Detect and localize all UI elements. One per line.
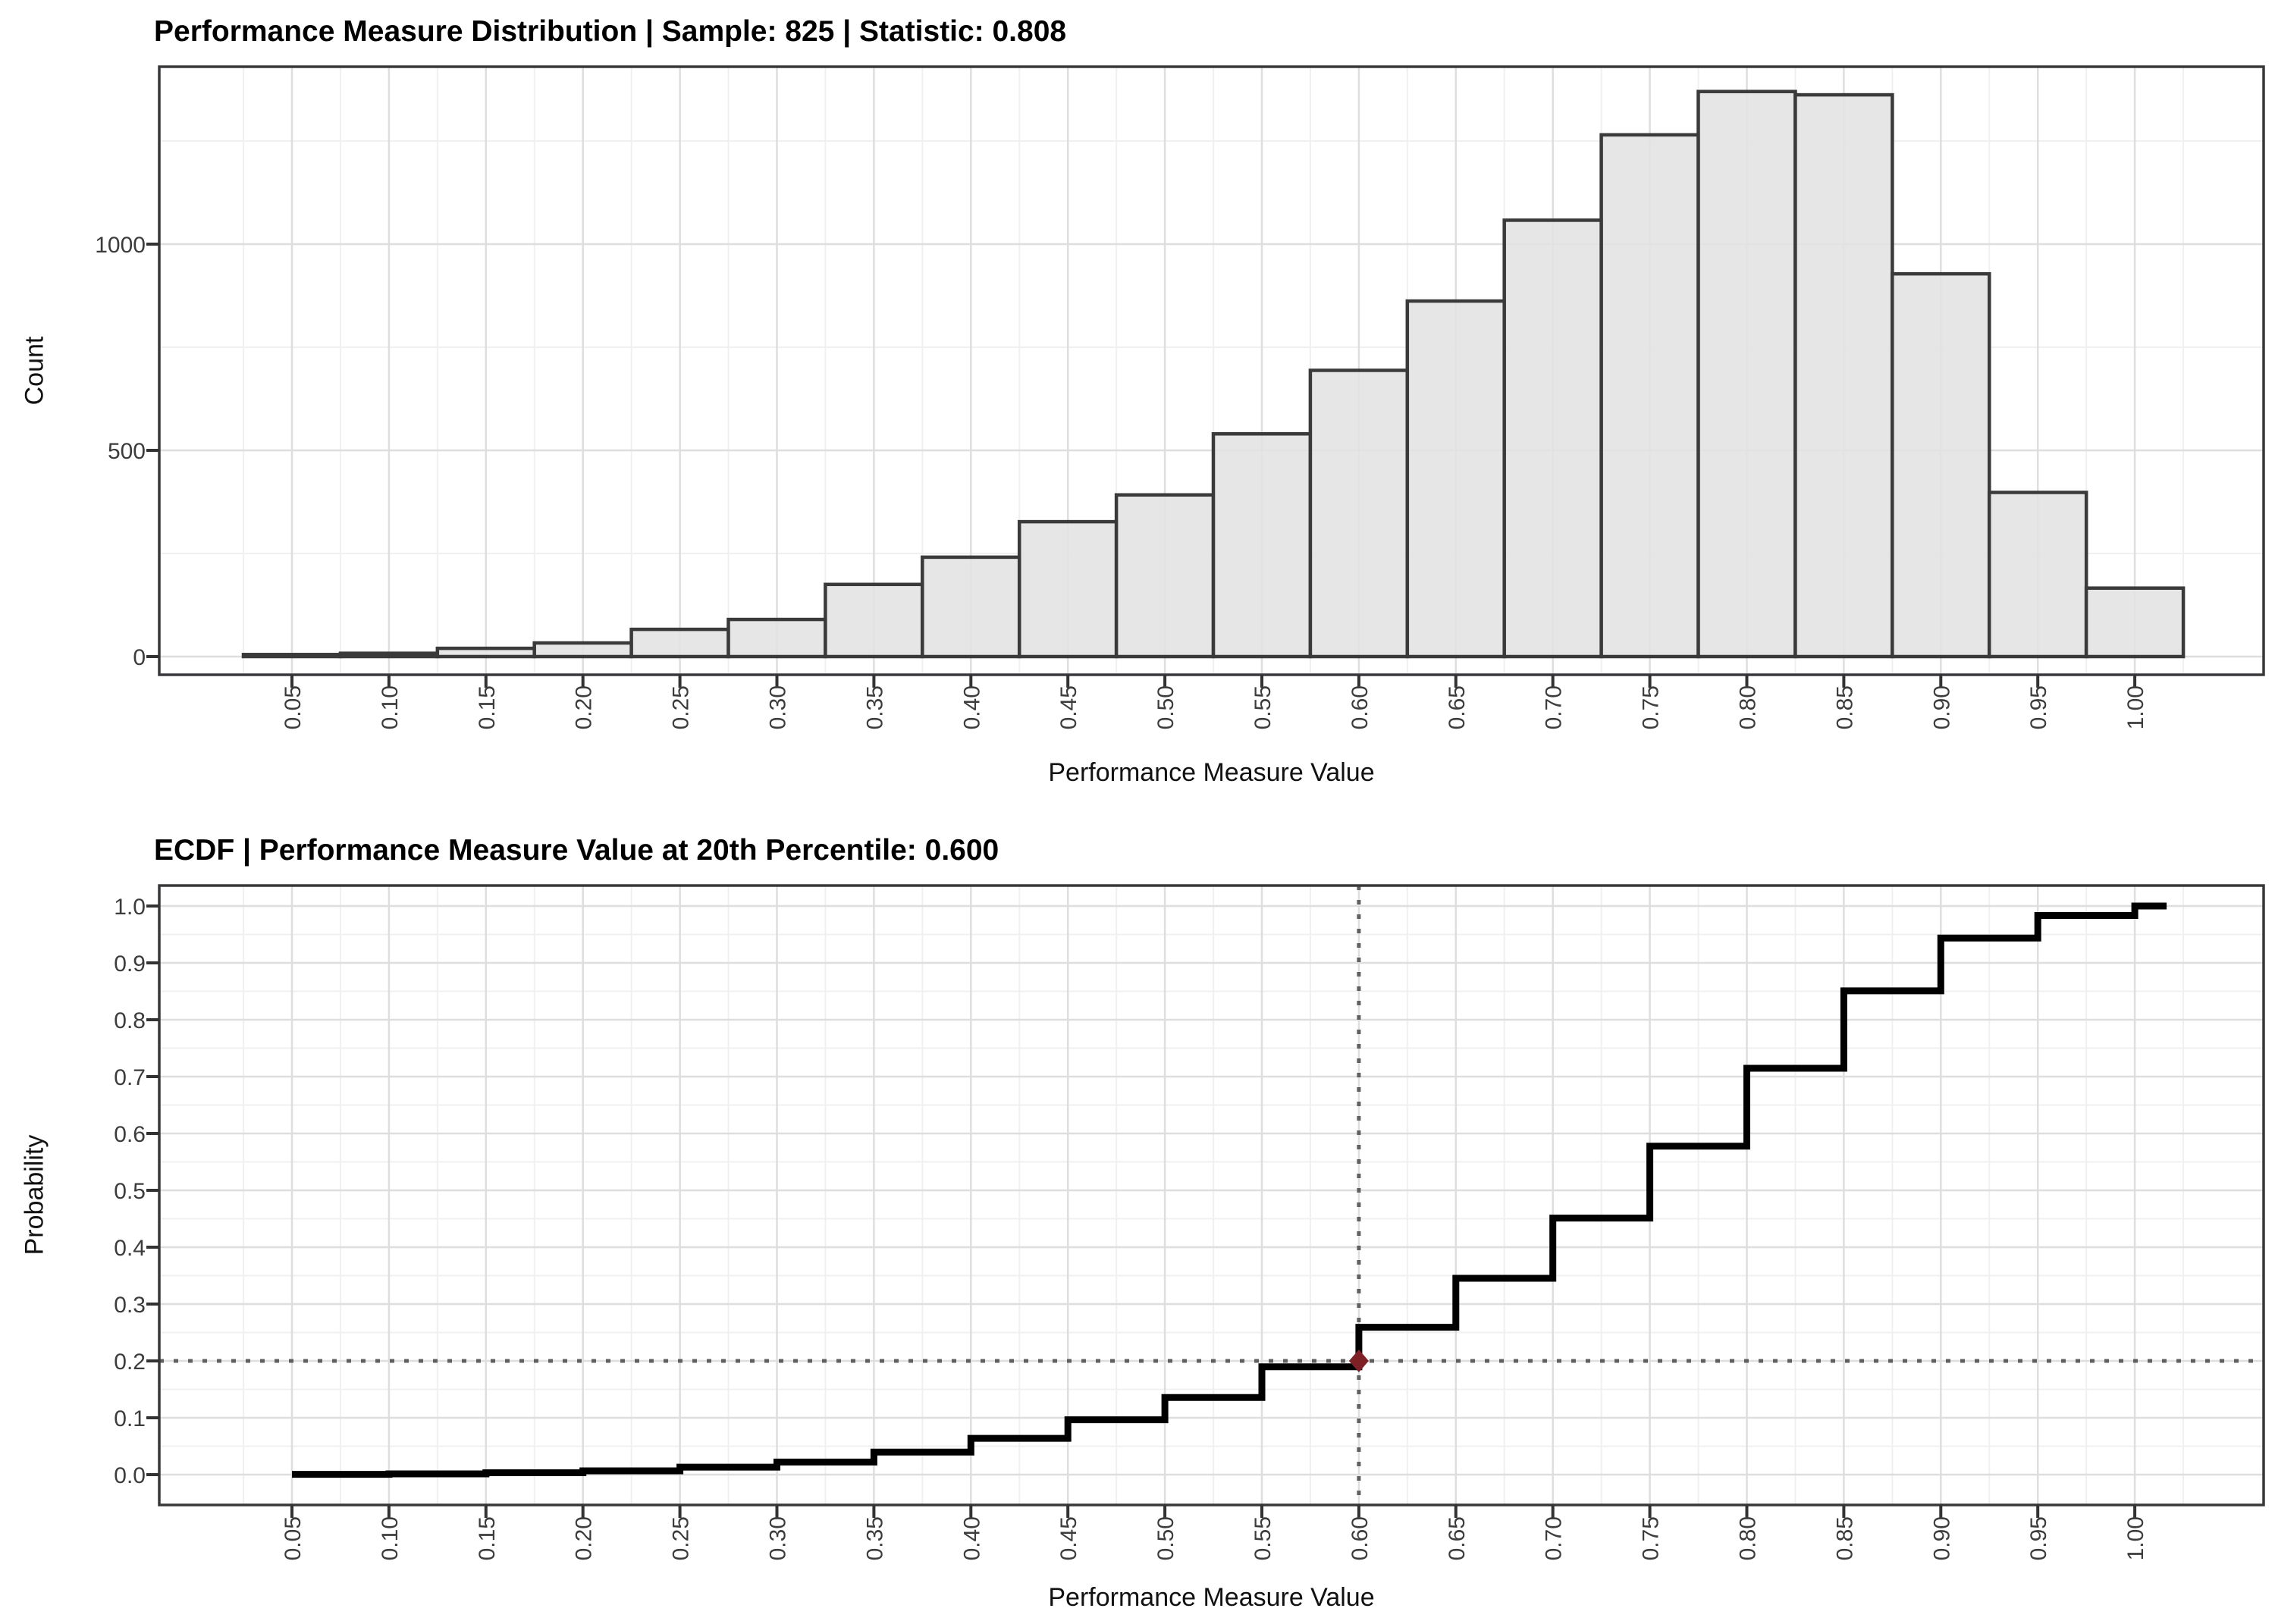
svg-text:0.20: 0.20 — [572, 685, 597, 729]
svg-text:1.0: 1.0 — [114, 895, 146, 920]
svg-text:0.8: 0.8 — [114, 1008, 146, 1033]
svg-text:0.40: 0.40 — [959, 685, 984, 729]
svg-text:0.25: 0.25 — [669, 1516, 694, 1560]
histogram-title: Performance Measure Distribution | Sampl… — [154, 15, 1067, 48]
svg-text:0.30: 0.30 — [766, 685, 791, 729]
svg-text:0.75: 0.75 — [1639, 685, 1664, 729]
svg-text:0.5: 0.5 — [114, 1179, 146, 1204]
ecdf-x-axis-title: Performance Measure Value — [1048, 1583, 1375, 1612]
svg-text:500: 500 — [108, 439, 146, 464]
svg-text:0.95: 0.95 — [2026, 685, 2051, 729]
svg-text:0.15: 0.15 — [475, 685, 500, 729]
svg-text:1.00: 1.00 — [2123, 1516, 2148, 1560]
svg-text:0.85: 0.85 — [1832, 1516, 1857, 1560]
svg-text:0.70: 0.70 — [1542, 685, 1567, 729]
svg-text:0.65: 0.65 — [1445, 685, 1470, 729]
svg-text:0.1: 0.1 — [114, 1406, 146, 1431]
svg-text:0.55: 0.55 — [1250, 685, 1276, 729]
svg-text:0.60: 0.60 — [1348, 685, 1373, 729]
svg-text:0.4: 0.4 — [114, 1236, 146, 1261]
svg-text:0: 0 — [133, 645, 146, 670]
svg-text:0.30: 0.30 — [766, 1516, 791, 1560]
svg-text:0.3: 0.3 — [114, 1293, 146, 1318]
svg-text:0.05: 0.05 — [281, 685, 306, 729]
svg-text:0.40: 0.40 — [959, 1516, 984, 1560]
svg-text:0.6: 0.6 — [114, 1122, 146, 1147]
histogram-x-axis-title: Performance Measure Value — [1048, 758, 1375, 787]
svg-text:0.60: 0.60 — [1348, 1516, 1373, 1560]
svg-text:0.85: 0.85 — [1832, 685, 1857, 729]
svg-text:0.35: 0.35 — [862, 1516, 887, 1560]
svg-text:0.50: 0.50 — [1153, 685, 1178, 729]
svg-text:0.55: 0.55 — [1250, 1516, 1276, 1560]
svg-text:0.9: 0.9 — [114, 952, 146, 977]
svg-text:1.00: 1.00 — [2123, 685, 2148, 729]
svg-text:0.10: 0.10 — [378, 685, 403, 729]
svg-text:0.65: 0.65 — [1445, 1516, 1470, 1560]
svg-text:1000: 1000 — [95, 233, 146, 258]
svg-text:0.45: 0.45 — [1056, 1516, 1081, 1560]
svg-text:0.10: 0.10 — [378, 1516, 403, 1560]
svg-text:0.20: 0.20 — [572, 1516, 597, 1560]
svg-text:0.90: 0.90 — [1929, 1516, 1954, 1560]
svg-text:0.95: 0.95 — [2026, 1516, 2051, 1560]
svg-text:0.05: 0.05 — [281, 1516, 306, 1560]
svg-text:0.45: 0.45 — [1056, 685, 1081, 729]
histogram-plot: 0.05 0.10 0.15 0.20 0.25 0.30 0.35 0.40 0.45 0.50… — [95, 65, 2265, 729]
svg-text:0.25: 0.25 — [669, 685, 694, 729]
ecdf-title: ECDF | Performance Measure Value at 20th… — [154, 834, 999, 867]
svg-text:0.0: 0.0 — [114, 1463, 146, 1488]
svg-text:0.90: 0.90 — [1929, 685, 1954, 729]
svg-text:0.35: 0.35 — [862, 685, 887, 729]
svg-text:0.80: 0.80 — [1736, 685, 1761, 729]
svg-text:0.15: 0.15 — [475, 1516, 500, 1560]
ecdf-plot: 0.05 0.10 0.15 0.20 0.25 0.30 0.35 0.40 0.45 0.50… — [114, 884, 2265, 1560]
svg-text:0.70: 0.70 — [1542, 1516, 1567, 1560]
svg-text:0.2: 0.2 — [114, 1350, 146, 1375]
svg-text:0.50: 0.50 — [1153, 1516, 1178, 1560]
svg-text:0.7: 0.7 — [114, 1065, 146, 1090]
svg-text:0.75: 0.75 — [1639, 1516, 1664, 1560]
svg-text:0.80: 0.80 — [1736, 1516, 1761, 1560]
